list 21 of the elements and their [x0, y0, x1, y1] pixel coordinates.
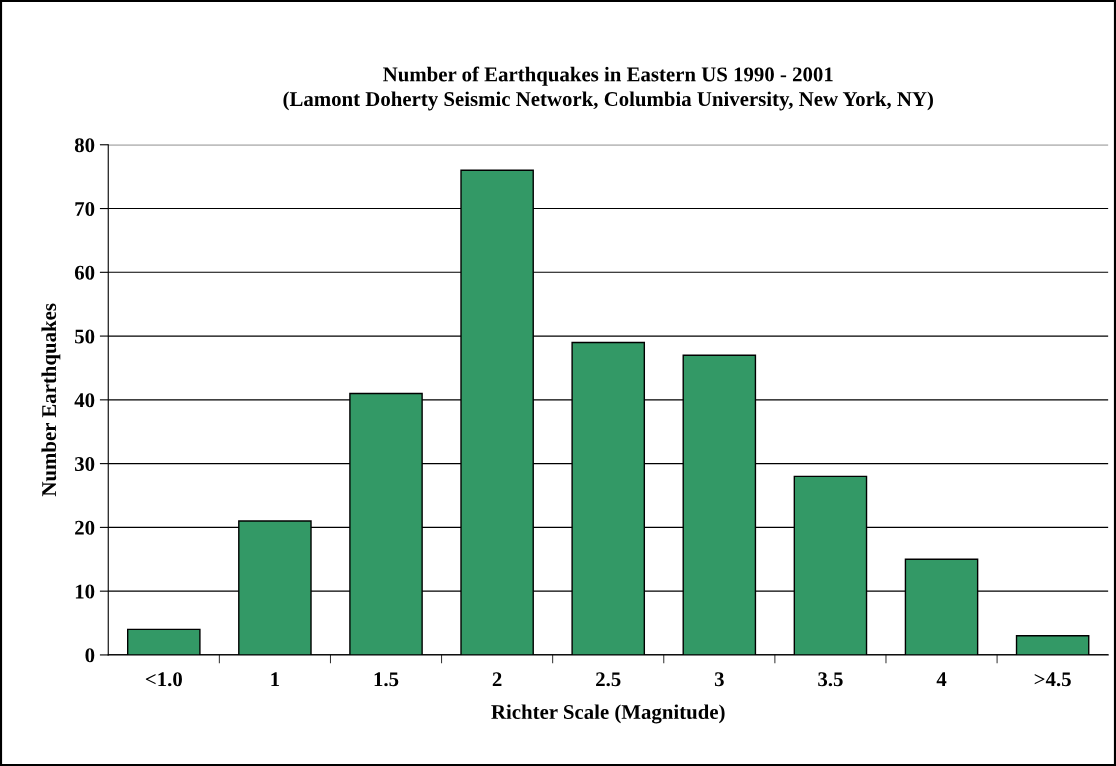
x-tick-label: 1.5	[374, 672, 399, 687]
y-tick-label: 40	[74, 393, 95, 408]
chart-title: Number of Earthquakes in Eastern US 1990 - 2001 (Lamont Doherty Seismic Network, Columbia University, New York, NY)	[283, 66, 933, 111]
x-tick-label: 2.5	[596, 672, 621, 687]
y-tick-label: 30	[75, 457, 95, 472]
y-tick-label: 10	[75, 584, 95, 599]
x-tick-label: 3	[714, 672, 724, 687]
y-axis-title: Number Earthquakes	[41, 303, 61, 497]
y-tick-label: 0	[85, 648, 95, 663]
y-tick-label: 20	[75, 520, 95, 535]
x-axis-title: Richter Scale (Magnitude)	[491, 704, 725, 724]
y-tick-label: 50	[75, 329, 95, 344]
y-tick-label: 70	[75, 201, 95, 216]
x-tick-label: 3.5	[818, 672, 843, 687]
x-tick-label: >4.5	[1034, 672, 1071, 687]
y-tick-label: 60	[74, 265, 95, 280]
y-tick-label: 80	[74, 138, 95, 153]
x-tick-label: 4	[936, 672, 947, 687]
x-tick-label: <1.0	[145, 672, 182, 687]
x-tick-label: 2	[492, 672, 502, 687]
x-tick-label: 1	[271, 672, 280, 687]
